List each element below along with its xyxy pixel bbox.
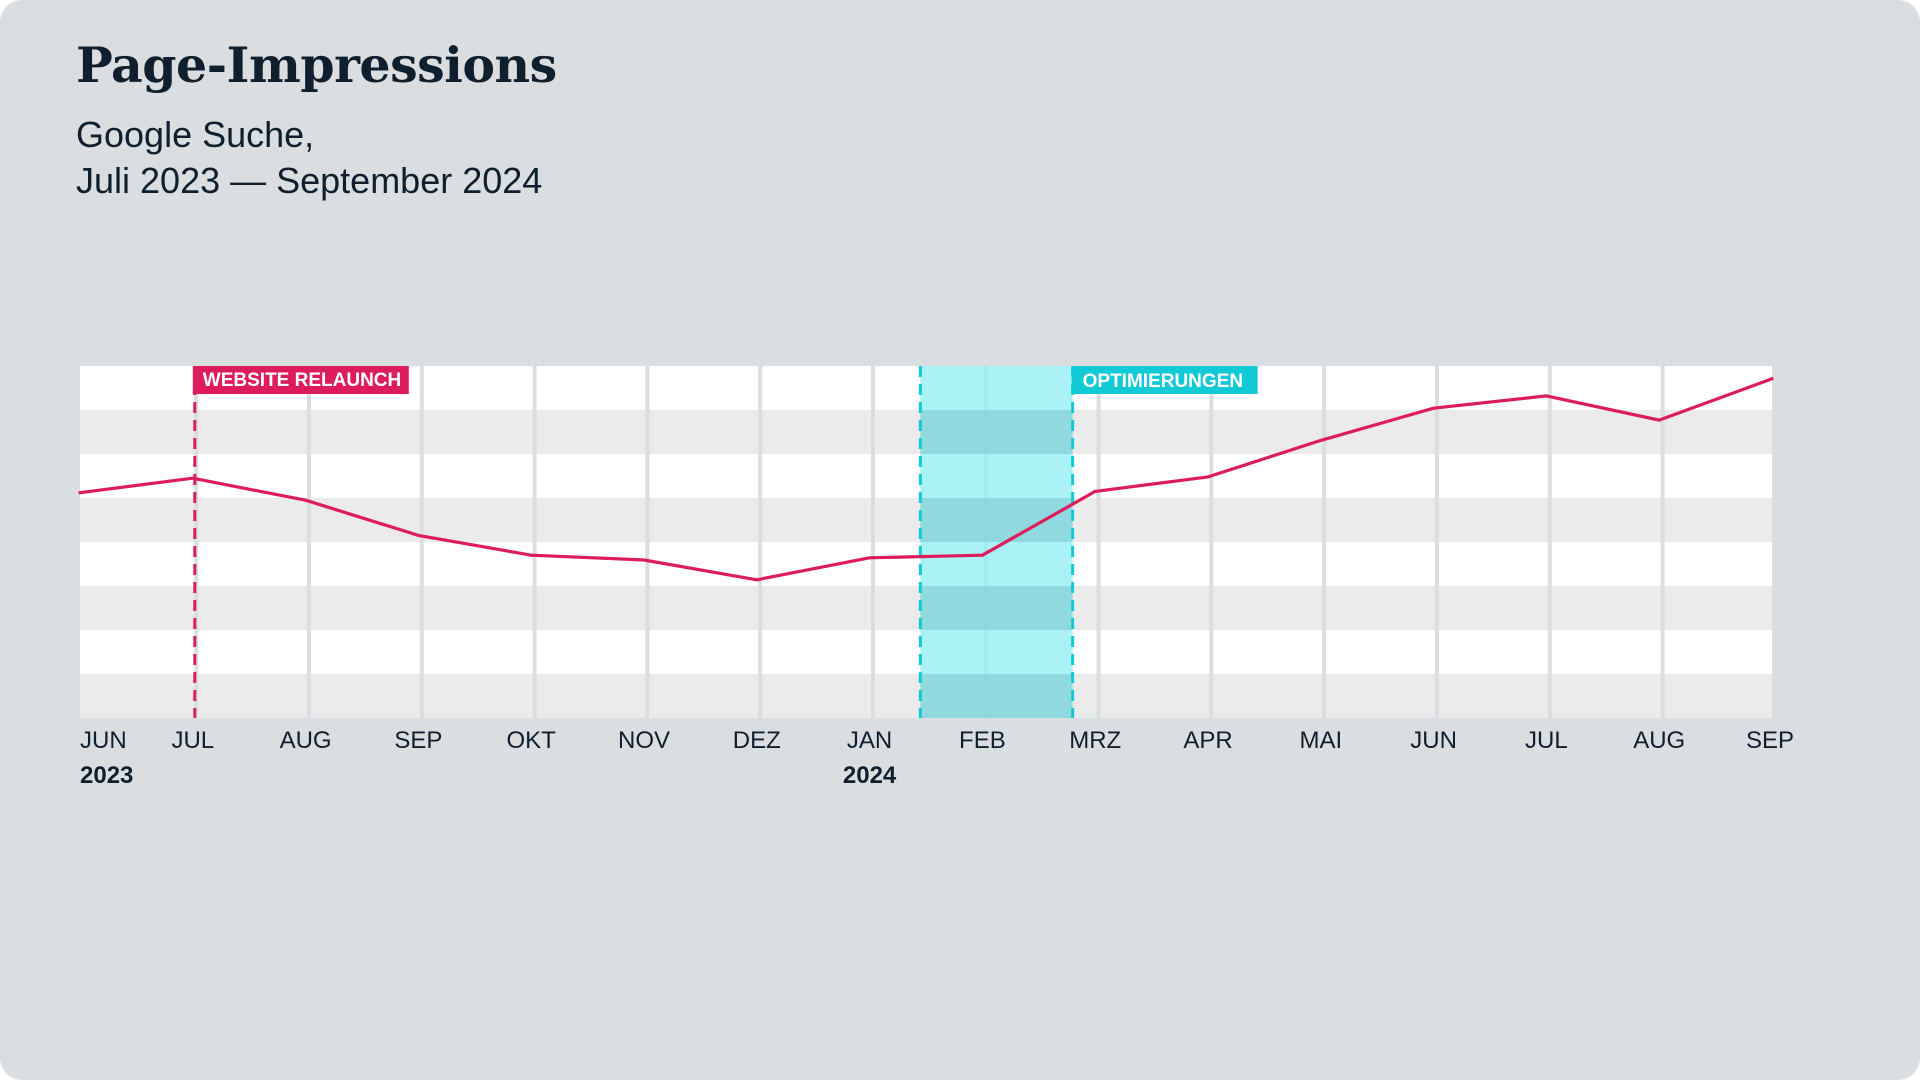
chart-subtitle: Google Suche, Juli 2023 — September 2024	[76, 112, 542, 204]
optimization-label-bg	[1071, 366, 1258, 394]
x-tick-label: SEP	[1746, 727, 1794, 754]
data-point	[191, 476, 195, 480]
series-line	[78, 377, 1774, 582]
optimization-range-band	[920, 498, 1073, 542]
data-point	[1544, 394, 1548, 398]
x-tick-label: NOV	[618, 727, 670, 754]
subtitle-line-1: Google Suche,	[76, 114, 315, 155]
data-point	[304, 498, 308, 502]
x-tick-label: JUN	[80, 727, 127, 754]
x-year-label: 2023	[80, 762, 133, 789]
x-year-label: 2024	[843, 762, 897, 789]
x-tick-label: AUG	[1633, 727, 1685, 754]
data-point	[1770, 377, 1774, 381]
chart-title: Page-Impressions	[76, 36, 557, 94]
data-point	[755, 578, 759, 582]
x-tick-label: FEB	[959, 727, 1006, 754]
optimization-range-band	[920, 674, 1073, 718]
data-point	[1432, 406, 1436, 410]
x-tick-label: MRZ	[1069, 727, 1121, 754]
relaunch-label-bg	[192, 366, 409, 394]
x-tick-label: DEZ	[733, 727, 781, 754]
data-point	[980, 553, 984, 557]
optimization-range-band	[920, 586, 1073, 630]
subtitle-line-2: Juli 2023 — September 2024	[76, 160, 543, 201]
x-tick-label: JUL	[1525, 727, 1568, 754]
data-point	[529, 553, 533, 557]
optimization-label: OPTIMIERUNGEN	[1083, 371, 1243, 392]
optimization-range-band	[920, 410, 1073, 454]
x-tick-label: JAN	[847, 727, 892, 754]
data-point	[868, 556, 872, 560]
x-tick-label: MAI	[1299, 727, 1342, 754]
data-point	[416, 533, 420, 537]
relaunch-label: WEBSITE RELAUNCH	[203, 370, 401, 391]
x-tick-label: JUN	[1410, 727, 1457, 754]
data-point	[1657, 418, 1661, 422]
x-tick-label: AUG	[280, 727, 332, 754]
data-point	[1093, 489, 1097, 493]
data-point	[78, 491, 82, 495]
data-point	[642, 558, 646, 562]
data-point	[1319, 438, 1323, 442]
x-tick-label: APR	[1183, 727, 1232, 754]
data-point	[1206, 475, 1210, 479]
x-tick-label: SEP	[394, 727, 442, 754]
x-tick-label: JUL	[171, 727, 214, 754]
x-tick-label: OKT	[507, 727, 557, 754]
